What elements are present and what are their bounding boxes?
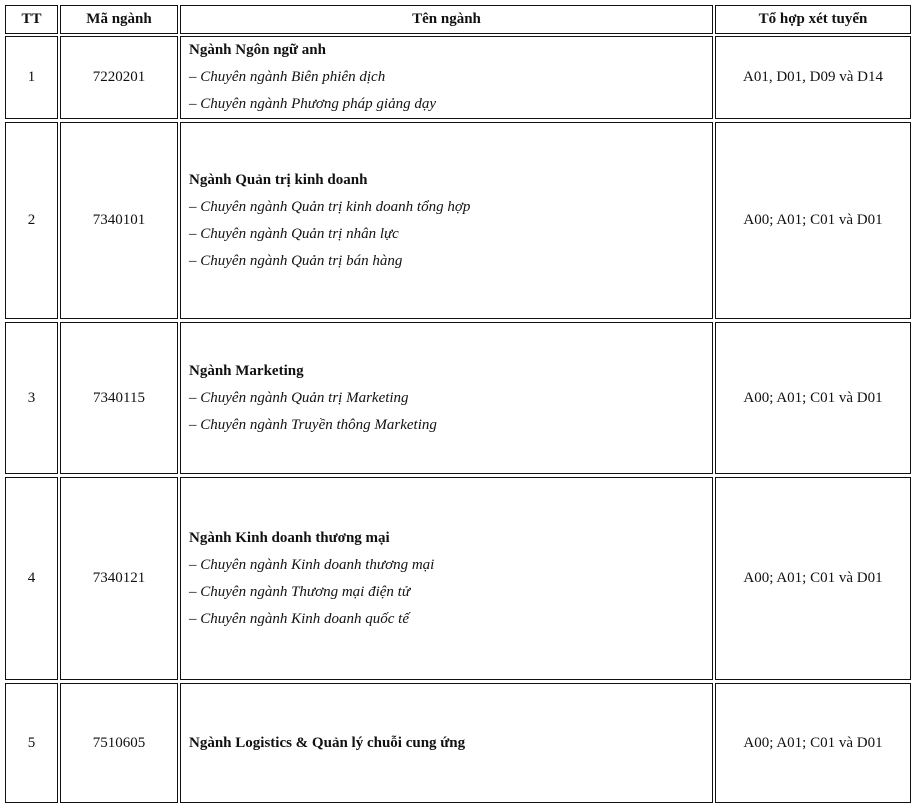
major-name-cell: Ngành Kinh doanh thương mại – Chuyên ngàn… [180, 477, 713, 680]
major-name-cell: Ngành Marketing – Chuyên ngành Quản trị M… [180, 322, 713, 474]
major-name-block: Ngành Marketing – Chuyên ngành Quản trị M… [189, 358, 437, 439]
major-name-cell: Ngành Logistics & Quản lý chuỗi cung ứng [180, 683, 713, 803]
major-title: Ngành Marketing [189, 362, 304, 379]
specialization-item: – Chuyên ngành Kinh doanh thương mại [189, 556, 435, 573]
specialization-item: – Chuyên ngành Quản trị nhân lực [189, 225, 399, 242]
subject-combination: A00; A01; C01 và D01 [715, 477, 911, 680]
major-name-block: Ngành Ngôn ngữ anh – Chuyên ngành Biên ph… [189, 37, 436, 118]
major-name-cell: Ngành Quản trị kinh doanh – Chuyên ngành … [180, 122, 713, 319]
specialization-item: – Chuyên ngành Quản trị bán hàng [189, 252, 403, 269]
major-title: Ngành Ngôn ngữ anh [189, 42, 326, 58]
header-name: Tên ngành [180, 5, 713, 34]
subject-combination: A00; A01; C01 và D01 [715, 122, 911, 319]
row-number: 5 [5, 683, 58, 803]
row-number: 2 [5, 122, 58, 319]
specialization-item: – Chuyên ngành Biên phiên dịch [189, 69, 386, 85]
major-code: 7340101 [60, 122, 178, 319]
subject-combination: A01, D01, D09 và D14 [715, 36, 911, 119]
subject-combination: A00; A01; C01 và D01 [715, 322, 911, 474]
major-code: 7510605 [60, 683, 178, 803]
subject-combination: A00; A01; C01 và D01 [715, 683, 911, 803]
major-code: 7220201 [60, 36, 178, 119]
row-number: 3 [5, 322, 58, 474]
header-code: Mã ngành [60, 5, 178, 34]
header-combo: Tổ hợp xét tuyển [715, 5, 911, 34]
major-code: 7340121 [60, 477, 178, 680]
row-number: 4 [5, 477, 58, 680]
major-title: Ngành Quản trị kinh doanh [189, 171, 368, 188]
specialization-item: – Chuyên ngành Quản trị Marketing [189, 389, 409, 406]
row-number: 1 [5, 36, 58, 119]
major-title: Ngành Logistics & Quản lý chuỗi cung ứng [189, 734, 466, 751]
major-title: Ngành Kinh doanh thương mại [189, 529, 390, 546]
major-code: 7340115 [60, 322, 178, 474]
major-name-block: Ngành Kinh doanh thương mại – Chuyên ngàn… [189, 525, 434, 633]
major-name-block: Ngành Logistics & Quản lý chuỗi cung ứng [189, 730, 465, 757]
major-name-block: Ngành Quản trị kinh doanh – Chuyên ngành … [189, 167, 470, 275]
specialization-item: – Chuyên ngành Quản trị kinh doanh tổng … [189, 198, 471, 215]
specialization-item: – Chuyên ngành Truyền thông Marketing [189, 416, 437, 433]
specialization-item: – Chuyên ngành Phương pháp giảng dạy [189, 96, 436, 112]
header-tt: TT [5, 5, 58, 34]
specialization-item: – Chuyên ngành Kinh doanh quốc tế [189, 610, 409, 627]
major-name-cell: Ngành Ngôn ngữ anh – Chuyên ngành Biên ph… [180, 36, 713, 119]
specialization-item: – Chuyên ngành Thương mại điện tử [189, 583, 411, 600]
